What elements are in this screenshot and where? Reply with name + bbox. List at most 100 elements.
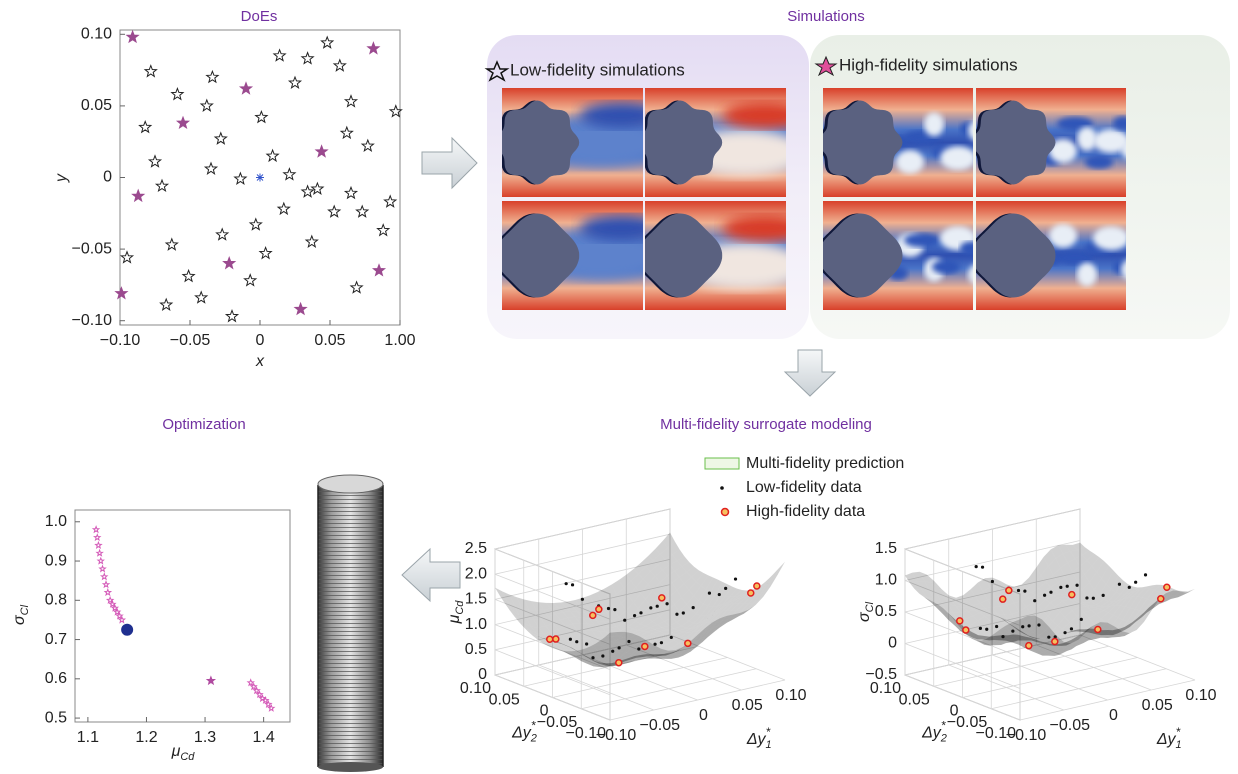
low-fidelity-point bbox=[660, 641, 663, 644]
point bbox=[373, 265, 384, 276]
low-fidelity-point bbox=[670, 636, 673, 639]
flow-image bbox=[492, 88, 664, 197]
bluff-body bbox=[819, 101, 903, 185]
point bbox=[322, 37, 333, 48]
low-fidelity-point bbox=[656, 605, 659, 608]
y-tick-label: 0 bbox=[950, 703, 959, 720]
arrow-down bbox=[785, 350, 835, 396]
z-tick-label: 1.5 bbox=[465, 591, 487, 608]
x-tick-label: 0.05 bbox=[732, 697, 763, 714]
point bbox=[289, 77, 300, 88]
low-fidelity-point bbox=[675, 613, 678, 616]
low-fidelity-point bbox=[649, 606, 652, 609]
legend-mesh-icon bbox=[705, 458, 739, 469]
low-fidelity-point bbox=[633, 614, 636, 617]
x-tick-label: 0.05 bbox=[314, 332, 345, 349]
low-fidelity-point bbox=[1080, 618, 1083, 621]
x-axis-label: Δy1* bbox=[746, 725, 772, 751]
page: Simulations Low-fidelity simulations Hig… bbox=[0, 0, 1238, 774]
z-axis-label-base: μ bbox=[446, 614, 463, 624]
high-fidelity-point bbox=[1095, 626, 1101, 632]
vortex bbox=[1085, 155, 1113, 169]
point bbox=[217, 229, 228, 240]
low-fidelity-point bbox=[979, 627, 982, 630]
low-fidelity-point bbox=[591, 656, 594, 659]
low-fidelity-point bbox=[601, 654, 604, 657]
point bbox=[183, 270, 194, 281]
z-tick-label: 2.5 bbox=[465, 540, 487, 557]
low-fidelity-point bbox=[724, 587, 727, 590]
high-fidelity-point bbox=[547, 636, 553, 642]
x-axis-label-sub: 1 bbox=[766, 739, 772, 751]
low-fidelity-point bbox=[607, 607, 610, 610]
x-tick-label: 1.2 bbox=[135, 729, 157, 746]
x-tick-label: 0 bbox=[699, 707, 708, 724]
grid-line bbox=[991, 669, 1166, 709]
x-tick-label: 1.4 bbox=[253, 729, 275, 746]
grid-line bbox=[934, 646, 1109, 686]
point bbox=[284, 169, 295, 180]
grid-line bbox=[553, 658, 728, 698]
x-tick-label: 1.00 bbox=[384, 332, 415, 349]
y-axis-label-sub: Cl bbox=[19, 604, 31, 615]
point bbox=[116, 288, 127, 299]
x-axis-label: x bbox=[255, 353, 265, 370]
z-tick-label: 2.0 bbox=[465, 565, 487, 582]
z-tick-label: −0.5 bbox=[865, 666, 897, 683]
point bbox=[256, 174, 264, 182]
point bbox=[256, 111, 267, 122]
low-fidelity-point bbox=[1066, 585, 1069, 588]
point bbox=[345, 96, 356, 107]
low-fidelity-point bbox=[718, 593, 721, 596]
z-axis-label: μCd bbox=[446, 600, 466, 625]
low-fidelity-point bbox=[995, 625, 998, 628]
mesh-cell bbox=[768, 567, 780, 583]
low-fidelity-point bbox=[1011, 630, 1014, 633]
point bbox=[345, 187, 356, 198]
low-fidelity-label: Low-fidelity simulations bbox=[510, 60, 685, 79]
high-fidelity-point bbox=[1000, 596, 1006, 602]
point bbox=[196, 292, 207, 303]
x-tick-label: 0.10 bbox=[1185, 687, 1216, 704]
point bbox=[215, 133, 226, 144]
vortex bbox=[1077, 263, 1097, 287]
y-tick-label: 0.05 bbox=[899, 691, 930, 708]
low-fidelity-point bbox=[565, 582, 568, 585]
z-tick-label: 1.0 bbox=[875, 572, 897, 589]
arrow-right bbox=[422, 138, 477, 188]
y-tick-label: 0.8 bbox=[45, 592, 67, 609]
point bbox=[103, 582, 109, 587]
low-fidelity-point bbox=[1033, 599, 1036, 602]
point bbox=[224, 257, 235, 268]
point bbox=[368, 43, 379, 54]
y-tick-label: 0.05 bbox=[489, 691, 520, 708]
x-tick-label: −0.05 bbox=[1050, 717, 1091, 734]
point bbox=[105, 589, 111, 595]
low-fidelity-point bbox=[1075, 584, 1078, 587]
point bbox=[201, 100, 212, 111]
y-tick-label: 0.10 bbox=[81, 26, 112, 43]
high-fidelity-point bbox=[748, 590, 754, 596]
y-axis-label: Δy2* bbox=[921, 719, 947, 745]
low-fidelity-point bbox=[1047, 636, 1050, 639]
point bbox=[267, 150, 278, 161]
point bbox=[93, 527, 99, 533]
vortex bbox=[940, 146, 976, 170]
cylinder bbox=[318, 475, 383, 772]
z-axis-label-sub: Cd bbox=[454, 600, 466, 615]
low-fidelity-point bbox=[623, 619, 626, 622]
low-fidelity-point bbox=[981, 566, 984, 569]
point bbox=[235, 173, 246, 184]
point bbox=[101, 574, 107, 580]
point bbox=[96, 542, 102, 548]
grid-line bbox=[963, 658, 1138, 698]
x-tick-label: 0 bbox=[256, 332, 265, 349]
point bbox=[166, 239, 177, 250]
x-tick-label: 0 bbox=[1109, 707, 1118, 724]
legend-label: High-fidelity data bbox=[746, 503, 865, 520]
figure: Simulations Low-fidelity simulations Hig… bbox=[0, 0, 1238, 774]
legend-high-icon bbox=[722, 509, 729, 516]
flow-image bbox=[635, 201, 807, 310]
low-fidelity-point bbox=[708, 592, 711, 595]
low-fidelity-point bbox=[1128, 586, 1131, 589]
